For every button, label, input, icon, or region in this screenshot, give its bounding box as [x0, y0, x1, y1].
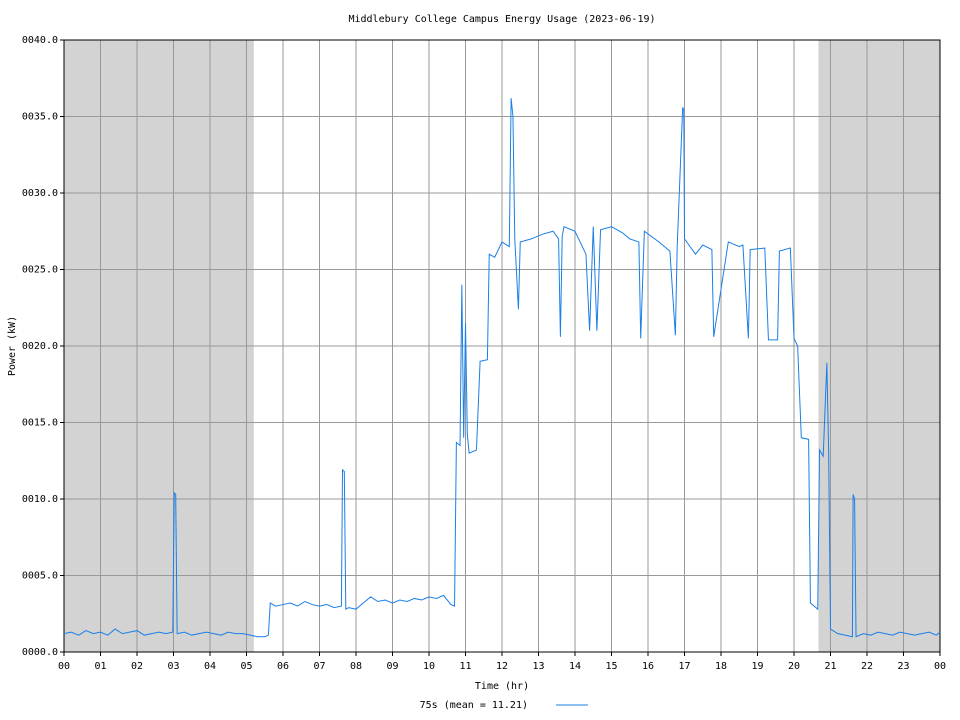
- x-tick-label: 05: [240, 661, 252, 672]
- x-tick-label: 00: [58, 661, 70, 672]
- x-tick-label: 09: [386, 661, 398, 672]
- x-tick-label: 21: [824, 661, 836, 672]
- y-tick-label: 0030.0: [22, 188, 58, 199]
- x-tick-label: 06: [277, 661, 289, 672]
- legend-label: 75s (mean = 11.21): [420, 700, 528, 711]
- x-axis-label: Time (hr): [475, 681, 529, 692]
- x-tick-label: 02: [131, 661, 143, 672]
- y-tick-label: 0005.0: [22, 571, 58, 582]
- y-tick-label: 0040.0: [22, 35, 58, 46]
- y-tick-label: 0025.0: [22, 265, 58, 276]
- x-tick-label: 16: [642, 661, 654, 672]
- y-tick-label: 0035.0: [22, 112, 58, 123]
- x-tick-label: 00: [934, 661, 946, 672]
- y-tick-label: 0010.0: [22, 494, 58, 505]
- x-tick-label: 22: [861, 661, 873, 672]
- x-tick-label: 03: [167, 661, 179, 672]
- y-tick-label: 0000.0: [22, 647, 58, 658]
- x-tick-label: 01: [94, 661, 106, 672]
- y-tick-label: 0015.0: [22, 418, 58, 429]
- x-tick-label: 15: [605, 661, 617, 672]
- x-tick-label: 13: [532, 661, 544, 672]
- x-tick-label: 04: [204, 661, 216, 672]
- x-tick-label: 19: [751, 661, 763, 672]
- y-axis-label: Power (kW): [7, 316, 18, 376]
- x-tick-label: 18: [715, 661, 727, 672]
- x-tick-label: 20: [788, 661, 800, 672]
- x-tick-label: 17: [678, 661, 690, 672]
- y-tick-label: 0020.0: [22, 341, 58, 352]
- x-tick-label: 23: [897, 661, 909, 672]
- x-tick-label: 08: [350, 661, 362, 672]
- x-tick-label: 12: [496, 661, 508, 672]
- x-tick-label: 10: [423, 661, 435, 672]
- plot-frame: [63, 39, 941, 653]
- x-tick-label: 11: [459, 661, 471, 672]
- chart-title: Middlebury College Campus Energy Usage (…: [348, 14, 655, 25]
- x-tick-label: 14: [569, 661, 581, 672]
- data-line: [63, 98, 941, 638]
- x-tick-label: 07: [313, 661, 325, 672]
